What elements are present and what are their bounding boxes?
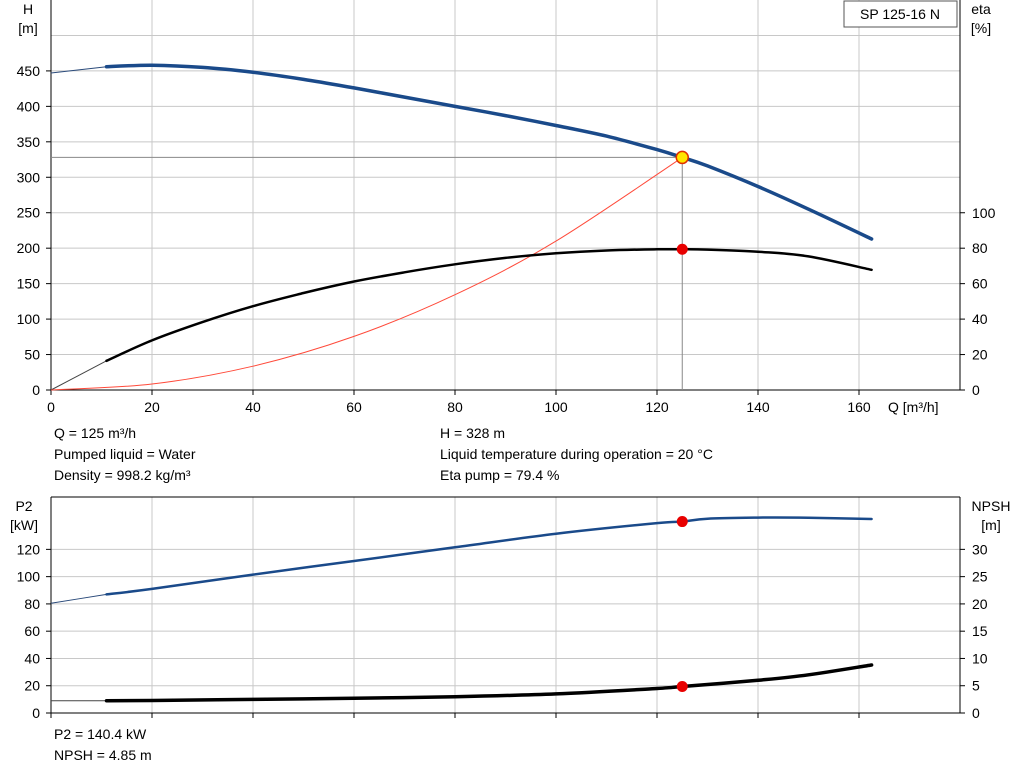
- y-tick-label-left: 100: [17, 311, 41, 327]
- plot-area: [51, 497, 960, 713]
- y-tick-label-right: 0: [972, 382, 980, 398]
- top-info-right: H = 328 m Liquid temperature during oper…: [440, 423, 713, 486]
- x-axis-title: Q [m³/h]: [888, 399, 939, 415]
- y-axis-title-right: NPSH: [972, 498, 1011, 514]
- y-axis-unit-right: [%]: [971, 20, 991, 36]
- curve-extension: [50, 593, 107, 604]
- y-tick-label-right: 25: [972, 569, 988, 585]
- x-tick-label: 160: [847, 399, 871, 415]
- y-tick-label-left: 0: [32, 382, 40, 398]
- info-p2: P2 = 140.4 kW: [54, 726, 147, 742]
- y-axis-unit-left: [kW]: [10, 517, 38, 533]
- y-tick-label-right: 20: [972, 596, 988, 612]
- y-tick-label-right: 15: [972, 623, 988, 639]
- head-curve: [104, 63, 874, 241]
- info-head: H = 328 m: [440, 425, 505, 441]
- model-label-box: [843, 0, 958, 28]
- y-tick-label-left: 400: [17, 98, 41, 114]
- y-axis-title-right: eta: [971, 1, 991, 17]
- info-flow: Q = 125 m³/h: [54, 425, 137, 441]
- x-tick-label: 20: [144, 399, 160, 415]
- info-eta: Eta pump = 79.4 %: [440, 467, 560, 483]
- top-info-left: Q = 125 m³/h Pumped liquid = Water Densi…: [54, 423, 196, 486]
- y-tick-label-right: 20: [972, 347, 988, 363]
- y-tick-label-left: 40: [24, 650, 40, 666]
- y-tick-label-right: 100: [972, 205, 996, 221]
- y-tick-label-left: 150: [17, 276, 41, 292]
- head-duty-marker: [675, 150, 689, 165]
- y-tick-label-left: 300: [17, 169, 41, 185]
- y-axis-unit-left: [m]: [18, 20, 37, 36]
- y-tick-label-right: 5: [972, 678, 980, 694]
- y-tick-label-left: 200: [17, 240, 41, 256]
- eta-curve: [105, 247, 873, 363]
- y-tick-label-right: 60: [972, 276, 988, 292]
- y-tick-label-left: 350: [17, 134, 41, 150]
- info-liquid: Pumped liquid = Water: [54, 446, 196, 462]
- x-tick-label: 40: [245, 399, 261, 415]
- npsh-curve: [104, 663, 874, 703]
- y-tick-label-left: 60: [24, 623, 40, 639]
- x-tick-label: 100: [544, 399, 568, 415]
- y-tick-label-left: 450: [17, 63, 41, 79]
- y-tick-label-left: 80: [24, 596, 40, 612]
- x-tick-label: 80: [447, 399, 463, 415]
- model-label: SP 125-16 N: [860, 6, 940, 22]
- y-tick-label-right: 0: [972, 705, 980, 721]
- eta-duty-marker: [676, 243, 688, 255]
- curve-extension: [50, 360, 107, 391]
- system-curve: [50, 156, 683, 391]
- y-tick-label-right: 80: [972, 240, 988, 256]
- y-tick-label-right: 40: [972, 311, 988, 327]
- x-tick-label: 140: [746, 399, 770, 415]
- y-axis-title-left: P2: [15, 498, 32, 514]
- p2-curve: [105, 516, 873, 596]
- npsh-duty-marker: [676, 681, 688, 693]
- x-tick-label: 60: [346, 399, 362, 415]
- y-tick-label-left: 100: [17, 569, 41, 585]
- y-axis-title-left: H: [23, 1, 33, 17]
- info-density: Density = 998.2 kg/m³: [54, 467, 191, 483]
- y-tick-label-right: 10: [972, 650, 988, 666]
- y-axis-unit-right: [m]: [981, 517, 1000, 533]
- x-tick-label: 0: [47, 399, 55, 415]
- y-tick-label-left: 120: [17, 541, 41, 557]
- y-tick-label-right: 30: [972, 541, 988, 557]
- x-tick-label: 120: [645, 399, 669, 415]
- power-npsh-panel: 0 20 40 60 80 100 120 0 5 10 15 20 25 30 P2 [kW] NPSH [m]: [10, 496, 1011, 721]
- curve-extension: [50, 66, 107, 74]
- p2-duty-marker: [676, 516, 688, 528]
- info-npsh: NPSH = 4.85 m: [54, 747, 152, 763]
- bottom-info: P2 = 140.4 kW NPSH = 4.85 m: [54, 724, 152, 766]
- y-tick-label-left: 20: [24, 678, 40, 694]
- plot-area: [51, 0, 960, 390]
- y-tick-label-left: 50: [24, 347, 40, 363]
- y-tick-label-left: 0: [32, 705, 40, 721]
- y-tick-label-left: 250: [17, 205, 41, 221]
- head-efficiency-panel: 0 50 100 150 200 250 300 350 400 450 0 20 40 60 80 100 0…: [17, 0, 996, 415]
- info-temperature: Liquid temperature during operation = 20…: [440, 446, 713, 462]
